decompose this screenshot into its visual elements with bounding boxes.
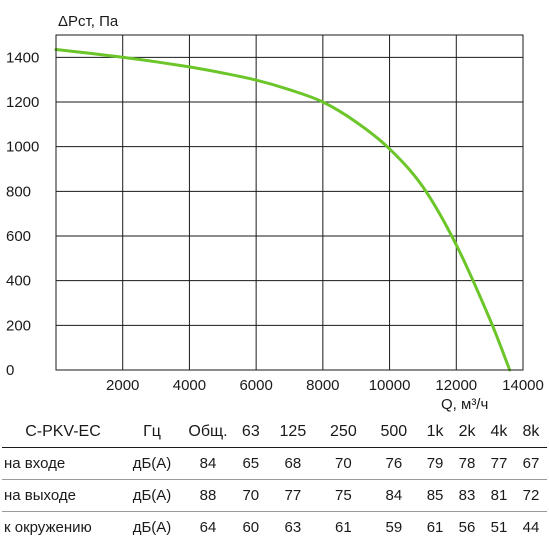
- band-value: 60: [234, 511, 268, 543]
- x-tick-label: 10000: [369, 377, 411, 394]
- band-value: 68: [284, 455, 302, 472]
- y-tick-labels: 0 200 400 600 800 1000 1200 1400: [6, 49, 39, 379]
- band-value: 79: [426, 455, 444, 472]
- row-unit: дБ(А): [122, 479, 182, 512]
- y-tick-label: 400: [6, 273, 31, 290]
- x-axis-title: Q, м³/ч: [441, 396, 488, 413]
- band-value: 81: [483, 479, 515, 512]
- x-tick-label: 2000: [106, 377, 139, 394]
- y-tick-label: 1200: [6, 94, 39, 111]
- y-tick-label: 1400: [6, 49, 39, 66]
- band-header: 125: [267, 416, 319, 448]
- y-tick-label: 0: [6, 362, 14, 379]
- row-total: 88: [182, 479, 234, 512]
- pressure-curve: [54, 48, 512, 372]
- band-value: 70: [335, 455, 352, 472]
- row-unit: дБ(А): [122, 511, 182, 543]
- x-tick-labels: 2000 4000 6000 8000 10000 12000 14000: [106, 377, 544, 394]
- band-value: 59: [368, 511, 420, 543]
- band-header: 8k: [514, 416, 547, 448]
- row-label: к окружению: [2, 511, 122, 543]
- row-total: 84: [199, 455, 217, 472]
- band-value: 78: [458, 455, 476, 472]
- model-name: C-PKV-EC: [2, 416, 122, 448]
- band-value: 65: [242, 455, 260, 472]
- total-header: Общ.: [182, 416, 234, 448]
- x-tick-label: 14000: [502, 377, 544, 394]
- band-value: 44: [514, 511, 547, 543]
- table-header-row: C-PKV-EC Гц Общ. 63 125 250 500 1k 2k 4k…: [2, 416, 547, 448]
- band-value: 67: [522, 455, 540, 472]
- row-label: на входе: [4, 455, 66, 472]
- x-tick-label: 8000: [306, 377, 339, 394]
- y-tick-label: 800: [6, 183, 31, 200]
- table-row-inlet: на входе дБ(А) 84 65 68 70 76 79 78 77 6…: [2, 448, 547, 480]
- grid-lines: [56, 35, 523, 370]
- y-tick-label: 1000: [6, 139, 39, 156]
- band-header: 250: [318, 416, 369, 448]
- band-value: 77: [490, 455, 508, 472]
- x-tick-label: 12000: [435, 377, 477, 394]
- band-header: 63: [234, 416, 268, 448]
- band-value: 85: [419, 479, 452, 512]
- band-value: 77: [267, 479, 319, 512]
- y-tick-label: 600: [6, 228, 31, 245]
- row-label: на выходе: [2, 479, 122, 512]
- band-value: 75: [318, 479, 369, 512]
- y-axis-title: ΔPст, Па: [58, 13, 119, 30]
- row-unit: дБ(А): [132, 455, 172, 472]
- band-header: 1k: [419, 416, 452, 448]
- hz-header: Гц: [122, 416, 182, 448]
- table-row-outlet: на выходе дБ(А) 88 70 77 75 84 85 83 81 …: [2, 479, 547, 512]
- band-value: 61: [419, 511, 452, 543]
- band-value: 63: [267, 511, 319, 543]
- band-header: 500: [368, 416, 420, 448]
- y-tick-label: 200: [6, 317, 31, 334]
- band-value: 61: [318, 511, 369, 543]
- band-value: 56: [451, 511, 483, 543]
- x-tick-label: 4000: [173, 377, 206, 394]
- plot-frame: [55, 34, 524, 371]
- table-row-surroundings: к окружению дБ(А) 64 60 63 61 59 61 56 5…: [2, 511, 547, 543]
- band-header: 2k: [451, 416, 483, 448]
- band-value: 72: [514, 479, 547, 512]
- band-header: 4k: [483, 416, 515, 448]
- pressure-flow-chart: ΔPст, Па Q, м³/ч 0 200 400 600 800 1000 1200 14…: [6, 13, 544, 413]
- band-value: 70: [234, 479, 268, 512]
- band-value: 83: [451, 479, 483, 512]
- row-total: 64: [182, 511, 234, 543]
- noise-table: C-PKV-EC Гц Общ. 63 125 250 500 1k 2k 4k…: [2, 416, 547, 543]
- x-tick-label: 6000: [239, 377, 272, 394]
- band-value: 76: [385, 455, 403, 472]
- band-value: 51: [483, 511, 515, 543]
- band-value: 84: [368, 479, 420, 512]
